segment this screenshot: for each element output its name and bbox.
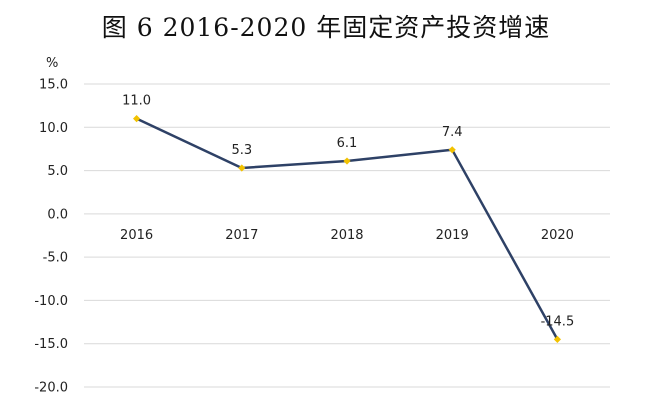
y-axis-unit-label: % bbox=[46, 56, 58, 71]
y-tick-label: -5.0 bbox=[43, 251, 68, 266]
data-label: 7.4 bbox=[442, 125, 463, 140]
y-tick-label: -20.0 bbox=[34, 381, 68, 396]
data-label: 11.0 bbox=[122, 94, 151, 109]
data-label: 5.3 bbox=[231, 143, 252, 158]
data-label: -14.5 bbox=[541, 314, 575, 329]
y-tick-label: 10.0 bbox=[39, 121, 68, 136]
y-axis-tick-labels: 15.0 10.0 5.0 0.0 -5.0 -10.0 -15.0 -20.0 bbox=[34, 78, 68, 396]
y-tick-label: 5.0 bbox=[47, 164, 68, 179]
data-labels: 11.0 5.3 6.1 7.4 -14.5 bbox=[122, 94, 574, 330]
series-markers bbox=[133, 115, 561, 343]
data-point bbox=[133, 115, 141, 123]
x-axis-tick-labels: 2016 2017 2018 2019 2020 bbox=[120, 228, 574, 243]
chart-title: 图 6 2016-2020 年固定资产投资增速 bbox=[101, 13, 551, 42]
y-tick-label: 0.0 bbox=[47, 207, 68, 222]
data-point bbox=[553, 335, 561, 343]
y-tick-label: 15.0 bbox=[39, 78, 68, 93]
x-tick-label: 2016 bbox=[120, 228, 153, 243]
y-tick-label: -15.0 bbox=[34, 337, 68, 352]
data-label: 6.1 bbox=[337, 136, 358, 151]
x-tick-label: 2018 bbox=[330, 228, 363, 243]
x-tick-label: 2020 bbox=[541, 228, 574, 243]
x-tick-label: 2019 bbox=[436, 228, 469, 243]
data-point bbox=[238, 164, 246, 172]
gridlines bbox=[84, 83, 610, 388]
x-tick-label: 2017 bbox=[225, 228, 258, 243]
data-point bbox=[448, 146, 456, 154]
data-point bbox=[343, 157, 351, 165]
y-tick-label: -10.0 bbox=[34, 294, 68, 309]
